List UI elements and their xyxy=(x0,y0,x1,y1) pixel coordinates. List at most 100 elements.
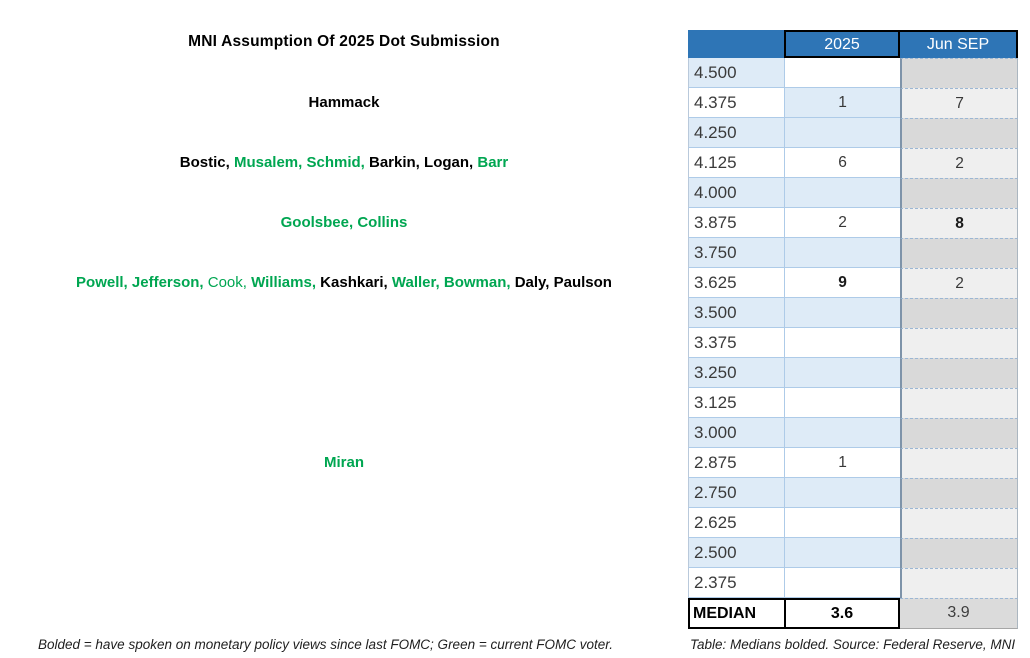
count-jun-sep-cell xyxy=(900,568,1018,598)
table-row: 3.375 xyxy=(688,328,1018,358)
table-row: 2.500 xyxy=(688,538,1018,568)
count-jun-sep-cell xyxy=(900,118,1018,148)
submitter-name: Paulson xyxy=(553,274,612,291)
count-jun-sep-cell xyxy=(900,238,1018,268)
count-jun-sep-cell: 2 xyxy=(900,148,1018,178)
table-row: 3.250 xyxy=(688,358,1018,388)
submitter-names-row: Goolsbee, Collins xyxy=(0,213,688,232)
rate-cell: 3.125 xyxy=(688,388,784,418)
footnote: Bolded = have spoken on monetary policy … xyxy=(0,637,1030,655)
table-row: 3.500 xyxy=(688,298,1018,328)
table-row: 3.875 2 8 xyxy=(688,208,1018,238)
rate-cell: 4.375 xyxy=(688,88,784,118)
count-2025-cell: 6 xyxy=(784,148,900,178)
rate-cell: 2.625 xyxy=(688,508,784,538)
count-jun-sep-cell xyxy=(900,358,1018,388)
submitter-name: Collins xyxy=(357,214,408,231)
submitter-name: Schmid, xyxy=(306,154,369,171)
count-2025-cell: 1 xyxy=(784,448,900,478)
submitter-name: Barr xyxy=(477,154,509,171)
submitter-name: Logan, xyxy=(424,154,478,171)
table-row: 4.375 1 7 xyxy=(688,88,1018,118)
submitter-name: Hammack xyxy=(308,94,380,111)
table-row: 2.625 xyxy=(688,508,1018,538)
submitter-names-row: Bostic, Musalem, Schmid, Barkin, Logan, … xyxy=(0,153,688,172)
submitter-name: Williams, xyxy=(251,274,321,291)
submitter-name: Bowman, xyxy=(443,274,515,291)
count-jun-sep-cell: 7 xyxy=(900,88,1018,118)
count-jun-sep-cell xyxy=(900,58,1018,88)
count-2025-cell xyxy=(784,478,900,508)
count-jun-sep-cell xyxy=(900,478,1018,508)
count-2025-cell xyxy=(784,328,900,358)
count-jun-sep-cell: 2 xyxy=(900,268,1018,298)
table-row: 4.250 xyxy=(688,118,1018,148)
submitter-name: Bostic, xyxy=(179,154,234,171)
rate-cell: 3.750 xyxy=(688,238,784,268)
header-2025-cell: 2025 xyxy=(784,30,900,58)
submitter-name: Musalem, xyxy=(233,154,307,171)
submitter-name: Miran xyxy=(323,454,364,471)
table-body: 4.500 4.375 1 7 4.250 4.125 6 2 4.000 3.875 2 8 3.75… xyxy=(688,58,1018,598)
submitter-names-row: Powell, Jefferson, Cook, Williams, Kashk… xyxy=(0,273,688,292)
table-row: 3.750 xyxy=(688,238,1018,268)
header-jun-sep-cell: Jun SEP xyxy=(900,30,1018,58)
table-row: 4.125 6 2 xyxy=(688,148,1018,178)
count-2025-cell xyxy=(784,118,900,148)
count-jun-sep-cell xyxy=(900,538,1018,568)
header-rate-cell xyxy=(688,30,784,58)
table-row: 3.625 9 2 xyxy=(688,268,1018,298)
count-2025-cell: 1 xyxy=(784,88,900,118)
rate-cell: 3.500 xyxy=(688,298,784,328)
rate-cell: 4.000 xyxy=(688,178,784,208)
submitter-name: Cook, xyxy=(207,274,252,291)
count-2025-cell: 2 xyxy=(784,208,900,238)
submitter-name: Barkin, xyxy=(369,154,425,171)
count-2025-cell xyxy=(784,358,900,388)
count-2025-cell xyxy=(784,508,900,538)
table-header-row: 2025 Jun SEP xyxy=(688,30,1018,58)
page-title: MNI Assumption Of 2025 Dot Submission xyxy=(188,33,500,50)
table-row: 4.500 xyxy=(688,58,1018,88)
count-2025-cell xyxy=(784,568,900,598)
rate-cell: 4.250 xyxy=(688,118,784,148)
footnote-legend: Bolded = have spoken on monetary policy … xyxy=(38,637,613,652)
rate-cell: 3.000 xyxy=(688,418,784,448)
table-row: 4.000 xyxy=(688,178,1018,208)
submitter-name: Waller, xyxy=(391,274,444,291)
count-2025-cell: 9 xyxy=(784,268,900,298)
rate-cell: 3.375 xyxy=(688,328,784,358)
count-jun-sep-cell xyxy=(900,328,1018,358)
submitter-name: Goolsbee, xyxy=(280,214,358,231)
submitter-names-row: Miran xyxy=(0,453,688,472)
rate-cell: 2.500 xyxy=(688,538,784,568)
footnote-source: Table: Medians bolded. Source: Federal R… xyxy=(690,637,1016,652)
rate-cell: 3.250 xyxy=(688,358,784,388)
median-label-cell: MEDIAN xyxy=(688,598,784,629)
submitter-name: Jefferson, xyxy=(131,274,208,291)
rate-cell: 2.375 xyxy=(688,568,784,598)
median-2025-cell: 3.6 xyxy=(784,598,900,629)
submitter-name: Kashkari, xyxy=(320,274,392,291)
table-row: 3.125 xyxy=(688,388,1018,418)
count-2025-cell xyxy=(784,238,900,268)
count-2025-cell xyxy=(784,418,900,448)
dot-table: 2025 Jun SEP 4.500 4.375 1 7 4.250 4.125 6 2 4.0… xyxy=(688,30,1018,629)
count-jun-sep-cell xyxy=(900,388,1018,418)
table-row: 2.750 xyxy=(688,478,1018,508)
count-2025-cell xyxy=(784,178,900,208)
rate-cell: 3.625 xyxy=(688,268,784,298)
rate-cell: 3.875 xyxy=(688,208,784,238)
count-jun-sep-cell xyxy=(900,178,1018,208)
table-row: 3.000 xyxy=(688,418,1018,448)
count-jun-sep-cell xyxy=(900,298,1018,328)
rate-cell: 4.500 xyxy=(688,58,784,88)
count-2025-cell xyxy=(784,58,900,88)
count-jun-sep-cell xyxy=(900,418,1018,448)
count-2025-cell xyxy=(784,538,900,568)
count-jun-sep-cell xyxy=(900,448,1018,478)
submitter-names-row: Hammack xyxy=(0,93,688,112)
table-row: 2.875 1 xyxy=(688,448,1018,478)
count-jun-sep-cell: 8 xyxy=(900,208,1018,238)
median-jun-sep-cell: 3.9 xyxy=(900,598,1018,629)
